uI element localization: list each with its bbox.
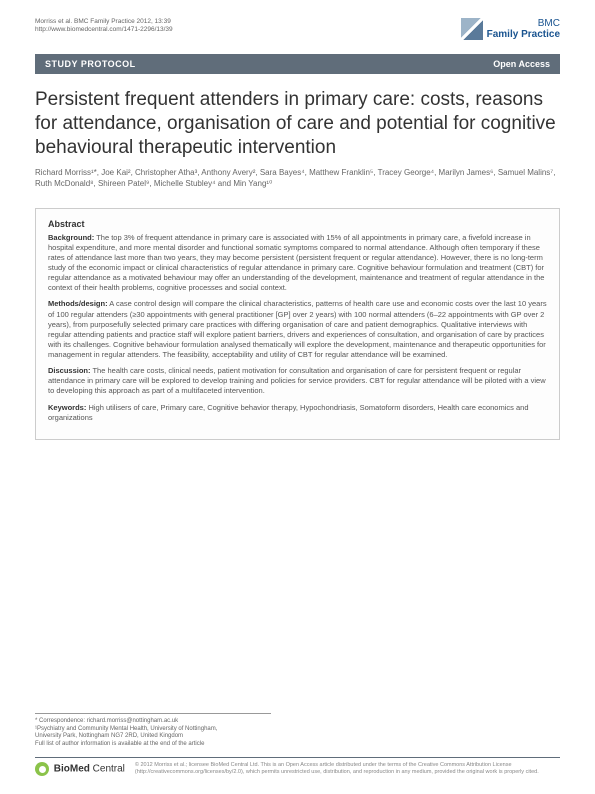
author-list: Richard Morriss¹*, Joe Kai², Christopher…	[0, 167, 595, 199]
keywords-label: Keywords:	[48, 403, 86, 412]
correspondence-block: * Correspondence: richard.morriss@nottin…	[35, 713, 271, 749]
bmc-central: Central	[90, 764, 125, 775]
citation-url: http://www.biomedcentral.com/1471-2296/1…	[35, 26, 173, 34]
discussion-text: The health care costs, clinical needs, p…	[48, 366, 546, 395]
corr-affil1: ¹Psychiatry and Community Mental Health,…	[35, 726, 271, 734]
journal-name: Family Practice	[487, 29, 560, 40]
background-text: The top 3% of frequent attendance in pri…	[48, 233, 544, 293]
keywords-text: High utilisers of care, Primary care, Co…	[48, 403, 529, 422]
journal-prefix: BMC	[538, 18, 560, 29]
corr-affil2: University Park, Nottingham NG7 2RD, Uni…	[35, 733, 271, 741]
journal-logo-text: BMC Family Practice	[487, 18, 560, 40]
bmc-logo-icon	[35, 762, 49, 776]
banner-access: Open Access	[493, 59, 550, 69]
abstract-background: Background: The top 3% of frequent atten…	[48, 233, 547, 294]
journal-logo: BMC Family Practice	[461, 18, 560, 40]
abstract-heading: Abstract	[48, 219, 547, 229]
study-banner: STUDY PROTOCOL Open Access	[35, 54, 560, 74]
abstract-discussion: Discussion: The health care costs, clini…	[48, 366, 547, 396]
corr-fulllist: Full list of author information is avail…	[35, 741, 271, 749]
discussion-label: Discussion:	[48, 366, 91, 375]
abstract-box: Abstract Background: The top 3% of frequ…	[35, 208, 560, 440]
abstract-keywords: Keywords: High utilisers of care, Primar…	[48, 403, 547, 423]
license-row: BioMed Central © 2012 Morriss et al.; li…	[35, 757, 560, 776]
corr-email: * Correspondence: richard.morriss@nottin…	[35, 718, 271, 726]
banner-type: STUDY PROTOCOL	[45, 59, 136, 69]
background-label: Background:	[48, 233, 94, 242]
bmc-bio: Bio	[54, 764, 70, 775]
methods-label: Methods/design:	[48, 299, 108, 308]
license-text: © 2012 Morriss et al.; licensee BioMed C…	[135, 762, 560, 775]
page-footer: * Correspondence: richard.morriss@nottin…	[35, 713, 560, 776]
journal-logo-graphic: BMC Family Practice	[461, 18, 560, 40]
journal-icon	[461, 18, 483, 40]
citation-block: Morriss et al. BMC Family Practice 2012,…	[35, 18, 173, 35]
abstract-methods: Methods/design: A case control design wi…	[48, 299, 547, 360]
methods-text: A case control design will compare the c…	[48, 299, 547, 359]
citation-text: Morriss et al. BMC Family Practice 2012,…	[35, 18, 173, 26]
bmc-med: Med	[70, 764, 90, 775]
biomedcentral-logo: BioMed Central	[35, 762, 125, 776]
header-meta: Morriss et al. BMC Family Practice 2012,…	[0, 0, 595, 44]
article-title: Persistent frequent attenders in primary…	[0, 74, 595, 167]
